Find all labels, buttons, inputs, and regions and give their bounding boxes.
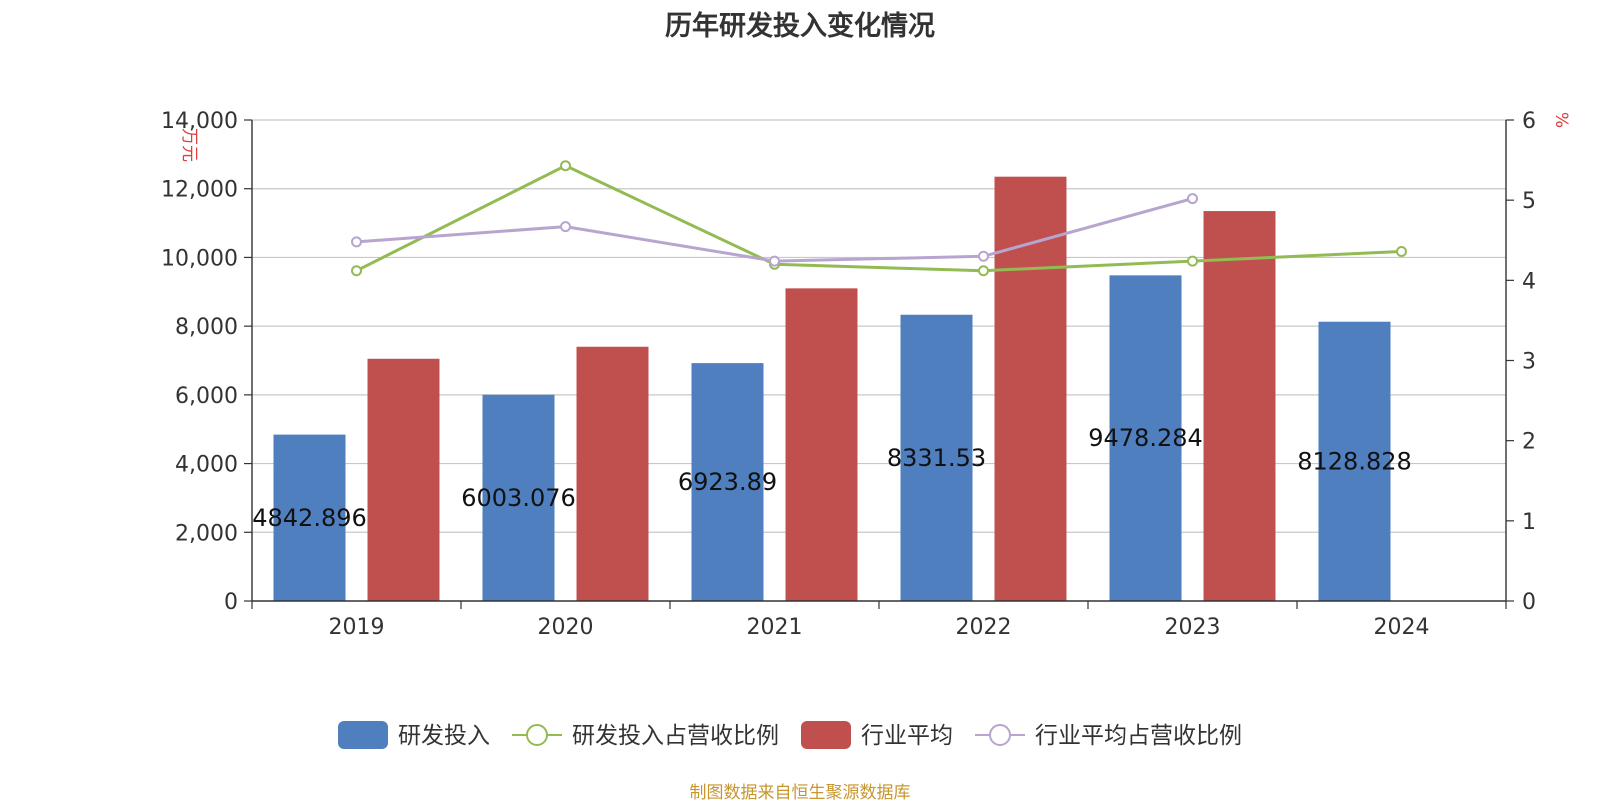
grid-lines [252, 119, 1506, 533]
point-industry-ratio [560, 221, 571, 233]
legend-item[interactable]: 研发投入 [338, 721, 490, 749]
right-tick-label: 5 [1522, 189, 1536, 214]
x-tick-label: 2019 [329, 615, 385, 640]
right-tick-label: 1 [1522, 510, 1536, 535]
point-rd-ratio [1396, 245, 1407, 257]
point-rd-ratio [560, 160, 571, 172]
bar-rd-investment [1109, 275, 1182, 601]
x-tick-label: 2021 [747, 615, 803, 640]
point-rd-ratio [351, 265, 362, 277]
legend-item[interactable]: 研发投入占营收比例 [512, 723, 779, 749]
bar-rd-investment [1318, 321, 1391, 601]
legend-swatch [801, 721, 851, 749]
right-tick-label: 3 [1522, 350, 1536, 375]
source-note: 制图数据来自恒生聚源数据库 [689, 783, 911, 803]
axes: 0 2,000 4,000 6,000 8,000 10,000 12,000 14,000 0… [161, 109, 1536, 640]
point-industry-ratio [769, 255, 780, 267]
legend-item[interactable]: 行业平均 [801, 721, 953, 749]
bar-data-label: 6923.89 [678, 468, 777, 496]
legend-swatch-marker [526, 724, 548, 746]
line-rd-ratio [355, 164, 1402, 273]
x-tick-label: 2023 [1165, 615, 1221, 640]
point-rd-ratio [1187, 255, 1198, 267]
lines [351, 160, 1407, 277]
left-tick-label: 4,000 [175, 453, 238, 478]
point-industry-ratio [1187, 193, 1198, 205]
left-tick-label: 12,000 [161, 178, 238, 203]
bar-industry-average [994, 176, 1067, 602]
bar-industry-average [576, 346, 649, 601]
right-tick-label: 6 [1522, 109, 1536, 134]
point-industry-ratio [351, 236, 362, 248]
left-tick-label: 0 [224, 590, 238, 615]
left-tick-label: 14,000 [161, 109, 238, 134]
data-labels: 4842.896 6003.076 6923.89 8331.53 9478.284 81… [252, 424, 1412, 532]
right-axis-unit: % [1551, 112, 1571, 128]
legend-label: 研发投入占营收比例 [572, 723, 779, 749]
bar-industry-average [367, 358, 440, 601]
bar-rd-investment [482, 394, 555, 601]
bar-rd-investment [691, 363, 764, 601]
bar-rd-investment [900, 314, 973, 601]
point-industry-ratio [978, 250, 989, 262]
left-tick-label: 2,000 [175, 521, 238, 546]
bar-rd-investment [273, 434, 346, 601]
x-tick-label: 2024 [1374, 615, 1430, 640]
right-tick-label: 0 [1522, 590, 1536, 615]
right-tick-label: 4 [1522, 269, 1536, 294]
bars [273, 176, 1391, 602]
legend-item[interactable]: 行业平均占营收比例 [975, 723, 1242, 749]
bar-industry-average [785, 288, 858, 601]
bar-data-label: 9478.284 [1088, 424, 1203, 452]
bar-data-label: 6003.076 [461, 484, 576, 512]
legend[interactable]: 研发投入 研发投入占营收比例 行业平均 行业平均占营收比例 [338, 721, 1242, 749]
legend-label: 行业平均 [861, 723, 953, 749]
bar-data-label: 8128.828 [1297, 447, 1412, 475]
right-tick-label: 2 [1522, 430, 1536, 455]
left-tick-label: 6,000 [175, 384, 238, 409]
legend-swatch-marker [989, 724, 1011, 746]
chart-title: 历年研发投入变化情况 [665, 11, 935, 42]
left-tick-label: 8,000 [175, 315, 238, 340]
bar-data-label: 4842.896 [252, 504, 367, 532]
left-tick-label: 10,000 [161, 246, 238, 271]
bar-data-label: 8331.53 [887, 444, 986, 472]
point-rd-ratio [978, 265, 989, 277]
legend-label: 研发投入 [398, 723, 490, 749]
legend-swatch [338, 721, 388, 749]
x-tick-label: 2020 [538, 615, 594, 640]
left-axis-unit: 万元 [179, 128, 199, 162]
bar-industry-average [1203, 211, 1276, 601]
x-tick-label: 2022 [956, 615, 1012, 640]
legend-label: 行业平均占营收比例 [1035, 723, 1242, 749]
